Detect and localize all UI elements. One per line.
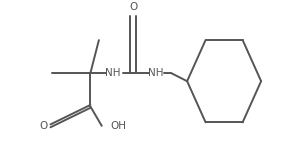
Text: NH: NH bbox=[105, 68, 121, 78]
Text: NH: NH bbox=[148, 68, 164, 78]
Text: O: O bbox=[129, 2, 137, 12]
Text: O: O bbox=[39, 121, 47, 131]
Text: OH: OH bbox=[110, 121, 126, 131]
